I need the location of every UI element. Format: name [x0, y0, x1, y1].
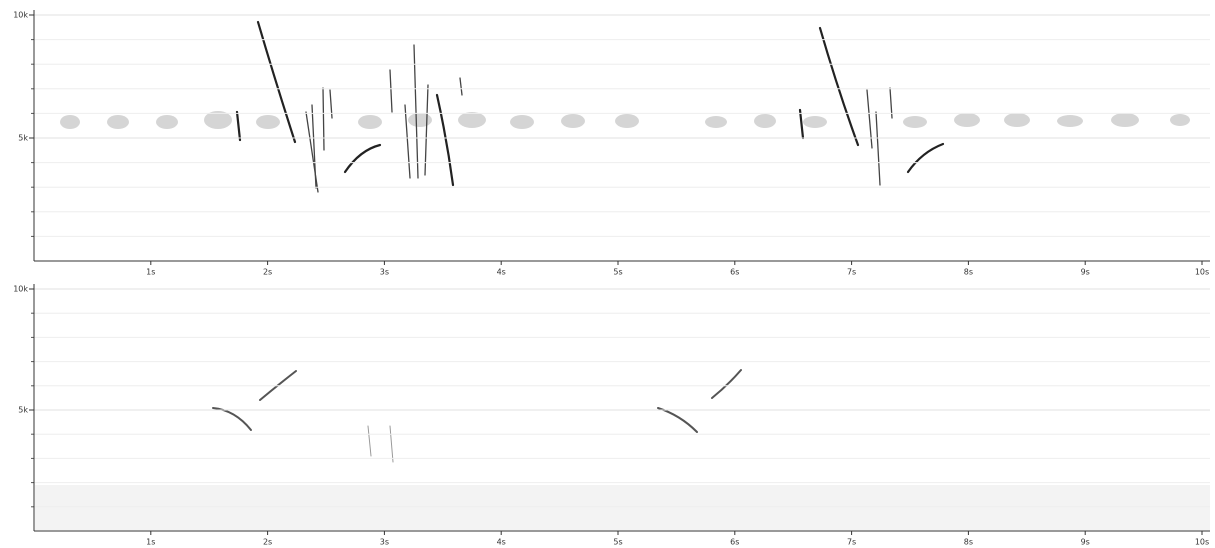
- x-tick-label: 3s: [380, 268, 389, 277]
- x-tick-label: 5s: [613, 268, 622, 277]
- x-tick-label: 1s: [146, 268, 155, 277]
- x-tick-label: 3s: [380, 538, 389, 547]
- panel-1-traces: [60, 20, 1190, 193]
- y-tick-label: 5k: [18, 406, 28, 415]
- x-tick-label: 10s: [1195, 268, 1209, 277]
- x-tick-label: 9s: [1081, 268, 1090, 277]
- x-tick-label: 6s: [730, 538, 739, 547]
- x-tick-label: 2s: [263, 538, 272, 547]
- x-tick-label: 7s: [847, 538, 856, 547]
- x-tick-label: 8s: [964, 268, 973, 277]
- x-tick-label: 1s: [146, 538, 155, 547]
- x-tick-label: 8s: [964, 538, 973, 547]
- x-tick-label: 6s: [730, 268, 739, 277]
- y-tick-label: 5k: [18, 134, 28, 143]
- x-tick-label: 4s: [497, 268, 506, 277]
- panel-2-traces: [35, 369, 1210, 530]
- x-tick-label: 10s: [1195, 538, 1209, 547]
- x-tick-label: 2s: [263, 268, 272, 277]
- x-tick-label: 9s: [1081, 538, 1090, 547]
- y-tick-label: 10k: [13, 11, 28, 20]
- x-tick-label: 5s: [613, 538, 622, 547]
- x-tick-label: 4s: [497, 538, 506, 547]
- y-tick-label: 10k: [13, 285, 28, 294]
- x-tick-label: 7s: [847, 268, 856, 277]
